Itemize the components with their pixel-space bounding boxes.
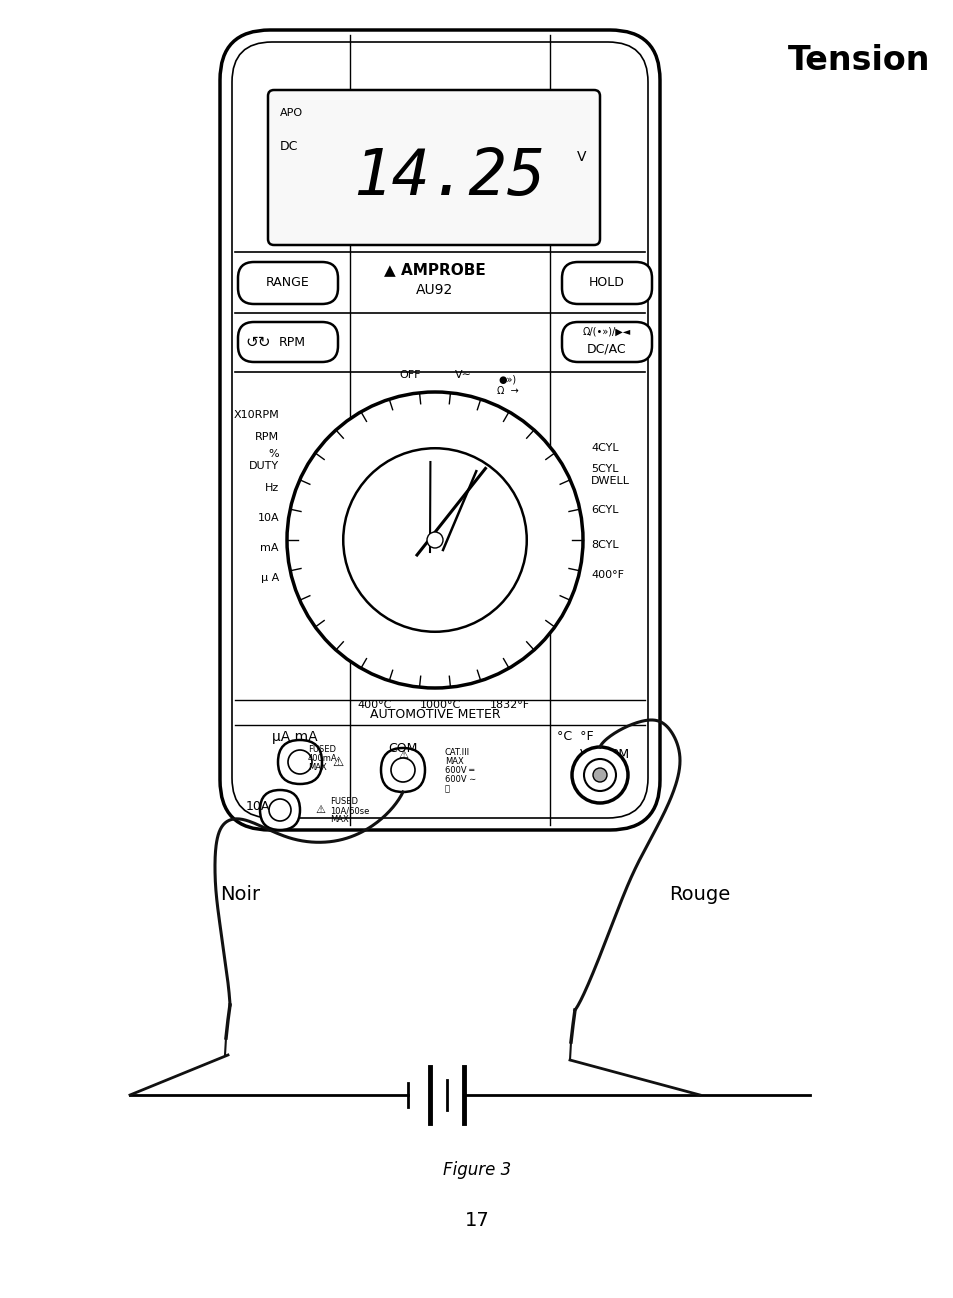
Text: μ A: μ A [260,572,278,583]
Text: HOLD: HOLD [588,276,624,289]
Text: %
DUTY: % DUTY [249,449,278,471]
Text: Noir: Noir [220,885,260,905]
Text: 10A: 10A [246,800,270,813]
Text: 400°C: 400°C [357,700,392,710]
Text: MAX: MAX [308,763,327,772]
Circle shape [343,448,526,632]
FancyBboxPatch shape [561,262,651,304]
Circle shape [572,748,627,803]
Text: °C  °F: °C °F [557,729,593,742]
Text: ↺↻: ↺↻ [245,335,271,349]
Text: 1832°F: 1832°F [490,700,530,710]
Text: 4CYL: 4CYL [590,443,618,453]
Text: 400°F: 400°F [590,570,623,580]
Text: DC/AC: DC/AC [587,343,626,356]
Text: FUSED: FUSED [330,797,357,806]
Circle shape [427,532,442,548]
Text: Figure 3: Figure 3 [442,1160,511,1179]
Text: FUSED: FUSED [308,745,335,754]
FancyBboxPatch shape [237,322,337,362]
FancyBboxPatch shape [277,740,322,784]
Text: 10A/60se: 10A/60se [330,806,369,815]
Text: ⏚: ⏚ [444,784,450,793]
Text: Ω  →: Ω → [497,386,518,396]
Text: VΩ RPM: VΩ RPM [579,748,629,761]
Text: CAT.III: CAT.III [444,748,470,757]
Text: Hz: Hz [265,483,278,493]
Text: AU92: AU92 [416,283,453,297]
Text: 400mA: 400mA [308,754,337,763]
Text: ⚠: ⚠ [314,805,325,815]
Text: ⚠: ⚠ [397,750,408,761]
Circle shape [593,768,606,781]
Text: OFF: OFF [399,370,420,380]
Text: DC: DC [280,140,298,153]
Circle shape [287,392,582,688]
Text: 8CYL: 8CYL [590,540,618,550]
FancyBboxPatch shape [380,748,424,792]
Text: μA mA: μA mA [272,729,317,744]
Text: RANGE: RANGE [266,276,310,289]
Text: V: V [576,151,585,164]
Text: RPM: RPM [254,432,278,443]
Text: AUTOMOTIVE METER: AUTOMOTIVE METER [370,707,499,720]
Text: V∼: V∼ [454,370,471,380]
Text: 5CYL
DWELL: 5CYL DWELL [590,465,629,485]
Text: Ω/(•»)/▶◄: Ω/(•»)/▶◄ [582,326,631,336]
Text: 600V ═: 600V ═ [444,766,474,775]
Text: RPM: RPM [278,335,305,348]
FancyBboxPatch shape [237,262,337,304]
Text: ⚠: ⚠ [332,755,343,768]
Text: ▲ AMPROBE: ▲ AMPROBE [384,262,485,278]
Text: X10RPM: X10RPM [233,410,278,421]
Text: 17: 17 [464,1211,489,1229]
Text: ●»): ●») [498,374,517,384]
Text: mA: mA [260,543,278,553]
FancyBboxPatch shape [561,322,651,362]
Text: Tension: Tension [786,44,929,77]
Text: 14.25: 14.25 [353,145,545,208]
FancyBboxPatch shape [260,790,299,829]
Text: 1000°C: 1000°C [419,700,460,710]
Text: APO: APO [280,108,303,118]
Text: 10A: 10A [257,513,278,523]
Text: 600V ∼: 600V ∼ [444,775,476,784]
Text: Rouge: Rouge [669,885,730,905]
FancyBboxPatch shape [268,90,599,245]
Text: MAX: MAX [330,815,349,824]
FancyBboxPatch shape [220,30,659,829]
Text: COM: COM [388,742,417,755]
Text: MAX: MAX [444,757,463,766]
Text: 6CYL: 6CYL [590,505,618,515]
